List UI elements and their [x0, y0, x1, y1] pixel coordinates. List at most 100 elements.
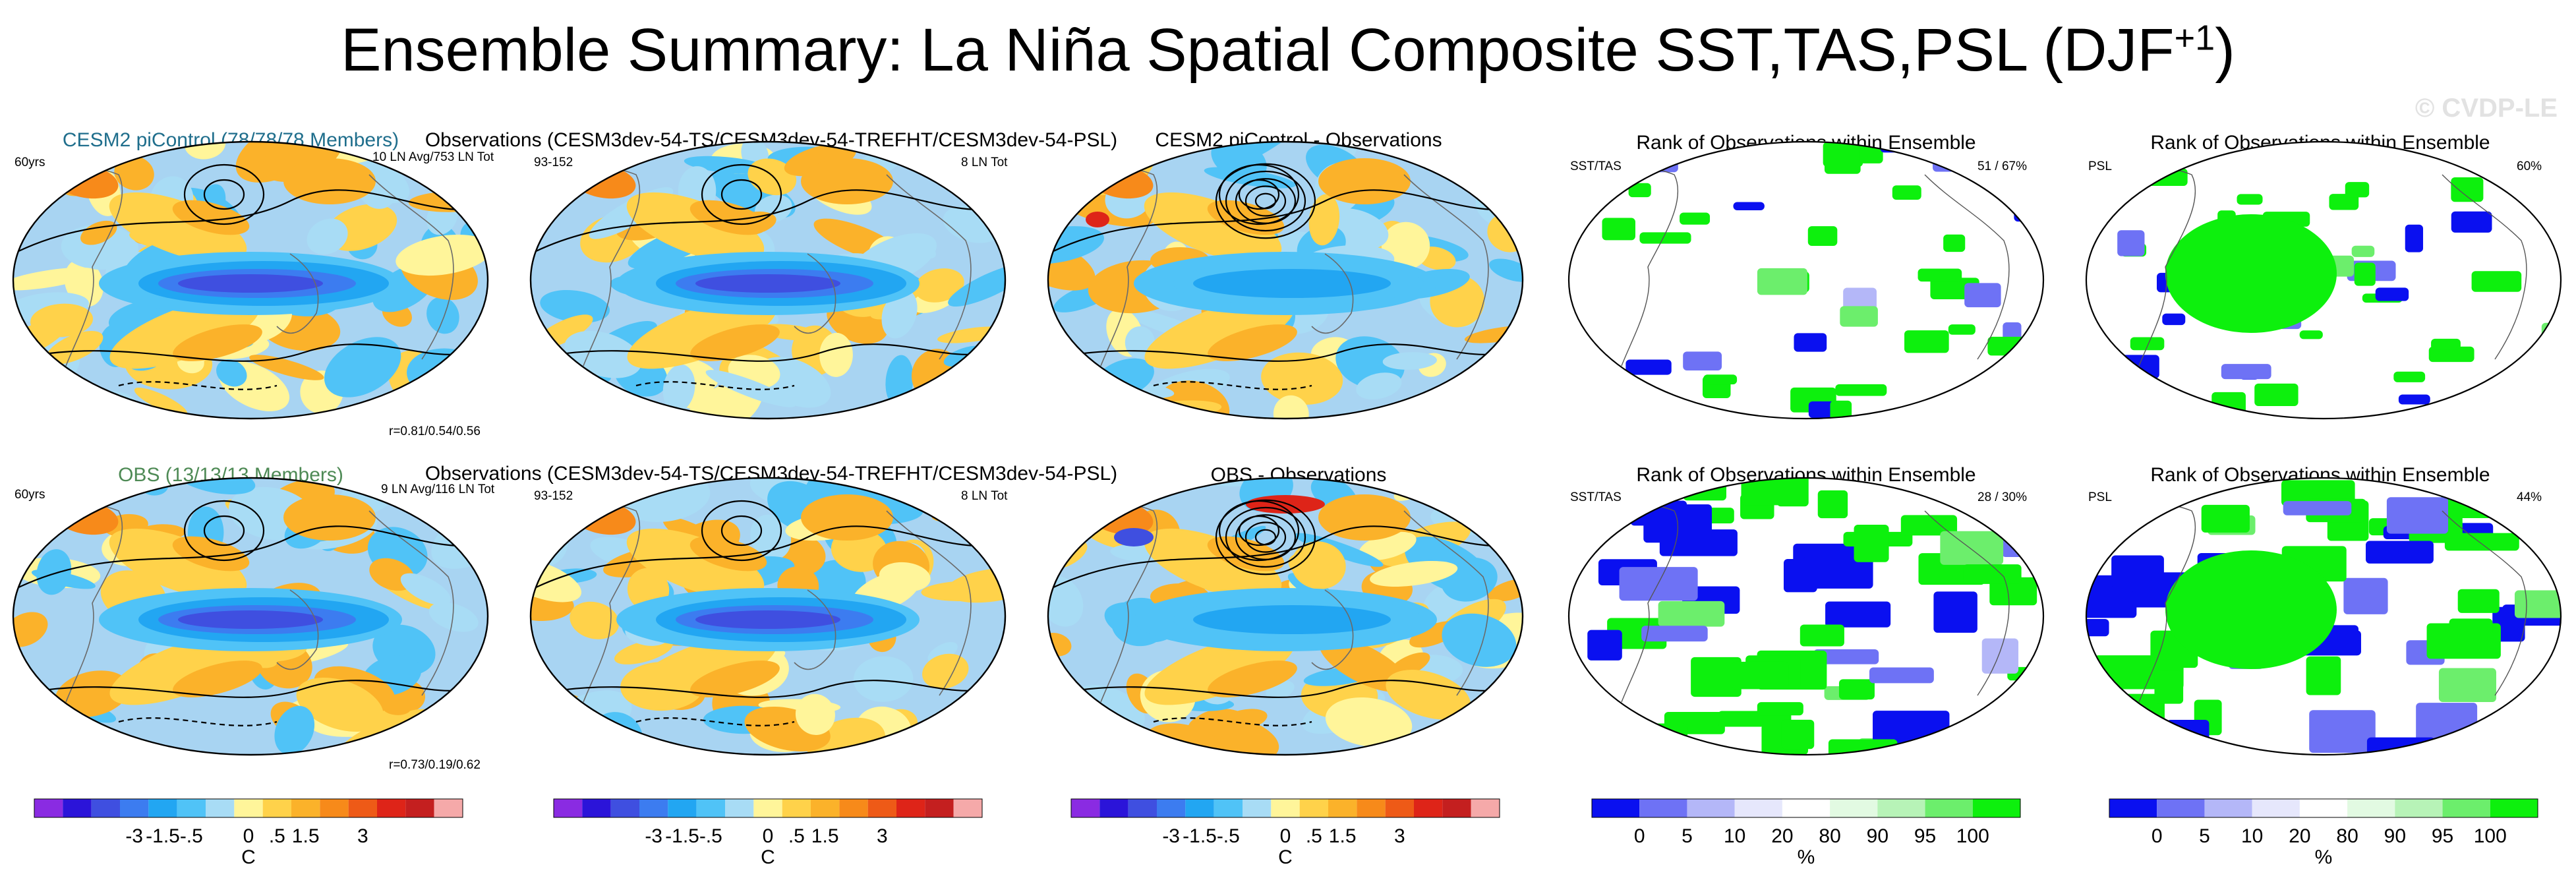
sst-map [1047, 477, 1524, 756]
colorbar-swatch [2299, 799, 2348, 817]
colorbar-tick-label: 80 [2336, 825, 2358, 847]
panel-stats: 8 LN Tot [961, 156, 1008, 169]
colorbar-swatch [1099, 799, 1128, 817]
colorbar-swatch [582, 799, 611, 817]
colorbar-tick-label: 0 [243, 825, 254, 847]
panel-years: 60yrs [15, 488, 45, 502]
colorbar-swatch [1442, 799, 1471, 817]
colorbar-swatch [2442, 799, 2490, 817]
colorbar-tick-label: -3 [645, 825, 662, 847]
colorbar-tick-label: -1.5 [1183, 825, 1217, 847]
panel-stats: 8 LN Tot [961, 489, 1008, 503]
colorbar-swatch [1357, 799, 1386, 817]
colorbar-swatch [1185, 799, 1214, 817]
colorbar-tick-label: 3 [357, 825, 368, 847]
panel-correlation: r=0.73/0.19/0.62 [389, 758, 481, 772]
colorbar-tick-label: -.5 [699, 825, 722, 847]
colorbar-swatch [1782, 799, 1830, 817]
colorbar-swatch [1734, 799, 1782, 817]
colorbar-tick-label: 100 [2474, 825, 2507, 847]
colorbar-swatch [320, 799, 349, 817]
colorbar-swatch [867, 799, 896, 817]
rank-map [2085, 140, 2562, 420]
colorbar-tick-label: 1.5 [811, 825, 839, 847]
colorbar-tick-label: 10 [2241, 825, 2263, 847]
panel-years: 93-152 [534, 489, 573, 503]
colorbar-unit: C [1278, 846, 1293, 868]
sst-map [529, 140, 1007, 420]
colorbar-tick-label: 0 [2152, 825, 2163, 847]
sst-colorbar: -3 -1.5 -.5 0 .5 1.5 3 C [34, 798, 463, 868]
colorbar-tick-label: 0 [1634, 825, 1645, 847]
rank-stat: 44% [2517, 490, 2542, 504]
colorbar-tick-label: 5 [1682, 825, 1693, 847]
colorbar-swatch [610, 799, 639, 817]
colorbar-tick-label: 1.5 [1329, 825, 1357, 847]
colorbar-swatch [1877, 799, 1925, 817]
colorbar-tick-label: .5 [788, 825, 805, 847]
rank-colorbar: 0 5 10 20 80 90 95 100% [2109, 798, 2538, 868]
colorbar-swatch [2395, 799, 2443, 817]
colorbar-swatch [1385, 799, 1414, 817]
colorbar-swatch [434, 799, 463, 817]
colorbar-swatch [120, 799, 149, 817]
colorbar-tick-label: -1.5 [146, 825, 180, 847]
page-title: Ensemble Summary: La Niña Spatial Compos… [341, 16, 2235, 84]
colorbar-swatch [782, 799, 811, 817]
colorbar-swatch [148, 799, 177, 817]
colorbar-tick-label: .5 [1306, 825, 1322, 847]
colorbar-swatch [696, 799, 725, 817]
colorbar-swatch [177, 799, 206, 817]
watermark: © CVDP-LE [2415, 94, 2558, 123]
colorbar-tick-label: 100 [1956, 825, 1989, 847]
sst-map [12, 477, 489, 756]
sst-map [1047, 140, 1524, 420]
colorbar-swatch [2490, 799, 2538, 817]
colorbar-swatch [1830, 799, 1878, 817]
rank-variable: SST/TAS [1570, 160, 1622, 173]
colorbar-swatch [1243, 799, 1272, 817]
colorbar-swatch [1271, 799, 1300, 817]
sst-map [12, 140, 489, 420]
colorbar-tick-label: -3 [125, 825, 143, 847]
colorbar-swatch [839, 799, 868, 817]
colorbar-swatch [2157, 799, 2205, 817]
colorbar-tick-label: 1.5 [292, 825, 320, 847]
colorbar-swatch [291, 799, 320, 817]
rank-stat: 60% [2517, 160, 2542, 173]
colorbar-tick-label: 5 [2199, 825, 2210, 847]
panel-years: 93-152 [534, 156, 573, 169]
colorbar-swatch [377, 799, 406, 817]
colorbar-swatch [668, 799, 697, 817]
colorbar-swatch [91, 799, 120, 817]
panel-correlation: r=0.81/0.54/0.56 [389, 425, 481, 438]
colorbar-tick-label: 3 [877, 825, 888, 847]
colorbar-tick-label: 80 [1819, 825, 1840, 847]
rank-stat: 28 / 30% [1977, 490, 2027, 504]
colorbar-swatch [639, 799, 668, 817]
colorbar-swatch [1925, 799, 1973, 817]
colorbar-swatch [1471, 799, 1500, 817]
colorbar-swatch [811, 799, 840, 817]
colorbar-swatch [1328, 799, 1357, 817]
rank-variable: SST/TAS [1570, 490, 1622, 504]
colorbar-swatch [1299, 799, 1328, 817]
rank-stat: 51 / 67% [1977, 160, 2027, 173]
rank-map [2085, 477, 2562, 756]
colorbar-unit: C [761, 846, 775, 868]
colorbar-swatch [2347, 799, 2395, 817]
rank-map [1567, 140, 2045, 420]
colorbar-swatch [405, 799, 434, 817]
colorbar-tick-label: 90 [1867, 825, 1888, 847]
colorbar-tick-label: 0 [763, 825, 774, 847]
colorbar-swatch [896, 799, 925, 817]
colorbars: -3 -1.5 -.5 0.5 1.5 3C-3 -1.5 -.5 0.5 1.5 3C-3 -1.5… [34, 798, 2538, 868]
colorbar-swatch [2109, 799, 2157, 817]
colorbar-swatch [1214, 799, 1243, 817]
colorbar-tick-label: 20 [2289, 825, 2310, 847]
colorbar-tick-label: -3 [1162, 825, 1180, 847]
sst-map [529, 477, 1007, 756]
colorbar-swatch [554, 799, 583, 817]
colorbar-swatch [953, 799, 982, 817]
